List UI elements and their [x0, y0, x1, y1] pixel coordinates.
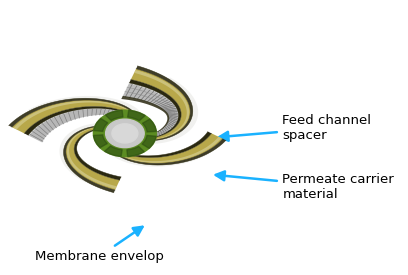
Text: Membrane envelop: Membrane envelop [35, 227, 163, 263]
Polygon shape [113, 137, 222, 163]
Polygon shape [122, 84, 178, 136]
Polygon shape [9, 98, 137, 127]
Wedge shape [127, 146, 144, 156]
Wedge shape [128, 110, 145, 121]
Polygon shape [121, 96, 169, 134]
Polygon shape [129, 79, 181, 138]
Wedge shape [142, 119, 156, 132]
Wedge shape [93, 119, 108, 131]
Wedge shape [142, 135, 156, 148]
Polygon shape [113, 133, 223, 163]
Wedge shape [104, 146, 122, 156]
Text: Permeate carrier
material: Permeate carrier material [216, 171, 394, 201]
Polygon shape [66, 127, 120, 190]
Circle shape [106, 119, 144, 148]
Polygon shape [67, 127, 117, 189]
Polygon shape [116, 132, 211, 158]
Wedge shape [106, 110, 123, 120]
Polygon shape [134, 70, 189, 139]
Polygon shape [74, 129, 121, 180]
Circle shape [112, 124, 138, 143]
Wedge shape [93, 135, 107, 148]
Polygon shape [13, 101, 136, 130]
Circle shape [93, 110, 156, 157]
Polygon shape [136, 66, 193, 140]
Polygon shape [24, 106, 133, 135]
Text: Feed channel
spacer: Feed channel spacer [220, 114, 371, 142]
Polygon shape [106, 144, 209, 167]
Polygon shape [60, 123, 102, 183]
Polygon shape [12, 100, 137, 133]
Polygon shape [148, 78, 198, 144]
Polygon shape [64, 126, 115, 193]
Polygon shape [131, 69, 190, 140]
Polygon shape [28, 96, 144, 121]
Polygon shape [29, 109, 133, 142]
Polygon shape [113, 139, 226, 165]
